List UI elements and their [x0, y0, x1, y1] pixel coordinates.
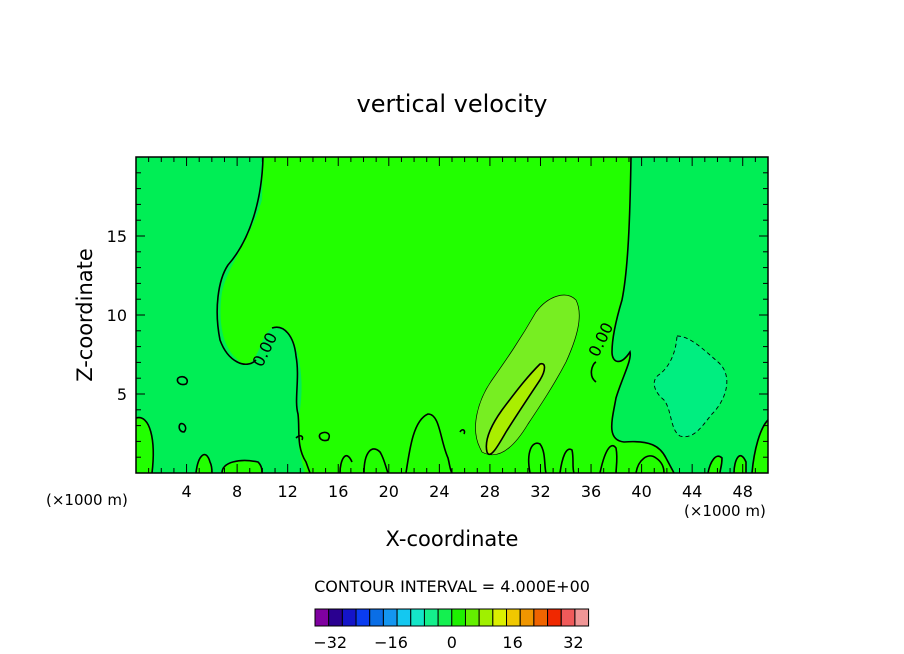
x-tick-label: 4: [181, 482, 191, 501]
x-axis-ticks: 4 8 12 16 20 24 28 32 36 40 44 48: [148, 157, 756, 501]
colorbar-swatch: [464, 608, 480, 627]
x-tick-label: 12: [278, 482, 298, 501]
y-tick-label: 15: [107, 227, 127, 246]
x-unit-label-right: (×1000 m): [684, 502, 766, 520]
y-tick-label: 10: [107, 306, 127, 325]
colorbar-swatch: [437, 608, 453, 627]
x-tick-label: 24: [429, 482, 449, 501]
colorbar-tick-label: 32: [563, 633, 583, 652]
colorbar-swatch: [533, 608, 549, 627]
colorbar-swatch: [519, 608, 535, 627]
colorbar-swatch: [355, 608, 371, 627]
colorbar-swatch: [382, 608, 398, 627]
y-tick-label: 5: [117, 385, 127, 404]
colorbar-swatch: [506, 608, 521, 627]
x-tick-label: 44: [682, 482, 702, 501]
field-blob: [752, 420, 768, 473]
colorbar-swatch: [478, 608, 494, 627]
x-tick-label: 8: [232, 482, 242, 501]
colorbar: −32 −16 0 16 32: [313, 608, 590, 652]
x-tick-label: 16: [328, 482, 348, 501]
field-blob: [136, 417, 154, 473]
colorbar-swatch: [314, 608, 330, 627]
colorbar-swatch: [560, 608, 576, 627]
y-axis-label: Z-coordinate: [73, 248, 97, 382]
x-tick-label: 48: [733, 482, 753, 501]
colorbar-tick-label: −16: [374, 633, 408, 652]
colorbar-tick-label: −32: [313, 633, 347, 652]
field-positive-band: [220, 157, 674, 473]
x-tick-label: 40: [631, 482, 651, 501]
colorbar-swatch: [547, 608, 562, 627]
x-tick-label: 20: [379, 482, 399, 501]
x-axis-label: X-coordinate: [386, 527, 519, 551]
field-blob: [222, 460, 262, 473]
field-updraft-core: [485, 362, 546, 456]
colorbar-tick-label: 0: [447, 633, 457, 652]
colorbar-swatch: [492, 608, 508, 627]
contour-interval-text: CONTOUR INTERVAL = 4.000E+00: [314, 577, 590, 596]
colorbar-swatch: [396, 608, 412, 627]
colorbar-swatch: [410, 608, 425, 627]
x-tick-label: 32: [530, 482, 550, 501]
field-downdraft: [653, 335, 728, 438]
colorbar-swatch: [451, 608, 466, 627]
colorbar-tick-label: 16: [502, 633, 522, 652]
colorbar-swatch: [328, 608, 343, 627]
y-axis-ticks: 5 10 15: [107, 172, 768, 458]
x-tick-label: 28: [480, 482, 500, 501]
x-unit-label-left: (×1000 m): [46, 491, 128, 509]
chart-title: vertical velocity: [357, 90, 548, 118]
x-tick-label: 36: [581, 482, 601, 501]
colorbar-swatch: [369, 608, 384, 627]
field-blob: [708, 456, 722, 473]
colorbar-swatch: [423, 608, 439, 627]
zero-contour-lines: [135, 156, 769, 474]
colorbar-swatch: [574, 608, 590, 627]
colorbar-swatch: [341, 608, 357, 627]
